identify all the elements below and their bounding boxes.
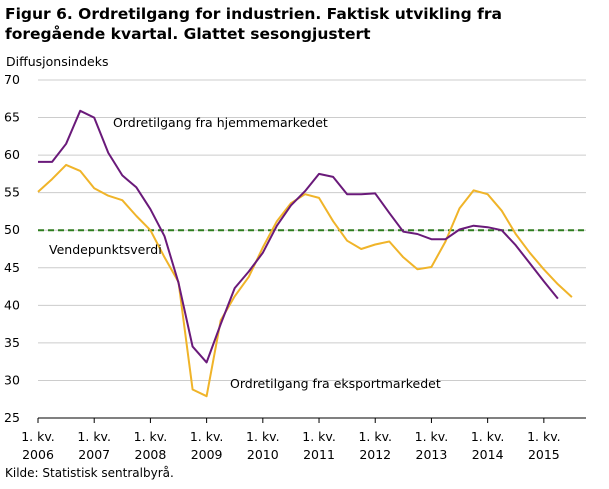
y-tick-label: 25: [4, 410, 20, 425]
y-tick-label: 50: [4, 222, 20, 237]
y-tick-label: 65: [4, 110, 20, 125]
y-tick-label: 55: [4, 185, 20, 200]
x-tick-label-year: 2014: [472, 447, 504, 462]
series-line-eksportmarkedet: [37, 163, 573, 398]
y-tick-label: 35: [4, 335, 20, 350]
x-tick-label: 1. kv.: [527, 429, 561, 444]
x-tick-label-year: 2013: [416, 447, 448, 462]
x-tick-label: 1. kv.: [134, 429, 168, 444]
x-tick-label: 1. kv.: [302, 429, 336, 444]
annotations: Ordretilgang fra hjemmemarkedet Ordretilg…: [49, 115, 441, 391]
x-tick-label-year: 2007: [78, 447, 110, 462]
chart-title: Figur 6. Ordretilgang for industrien. Fa…: [5, 5, 502, 43]
y-tick-labels: 25 30 35 40 45 50 55 60 65 70: [4, 72, 20, 425]
x-tick-label-year: 2010: [247, 447, 279, 462]
y-tick-label: 70: [4, 72, 20, 87]
x-tick-label: 1. kv.: [246, 429, 280, 444]
x-tick-label-year: 2008: [135, 447, 167, 462]
y-tick-label: 40: [4, 297, 20, 312]
x-tick-label: 1. kv.: [190, 429, 224, 444]
x-tick-label-year: 2015: [528, 447, 560, 462]
x-tick-label: 1. kv.: [471, 429, 505, 444]
source-note: Kilde: Statistisk sentralbyrå.: [5, 466, 174, 480]
gridlines: [38, 79, 586, 419]
x-tick-label: 1. kv.: [77, 429, 111, 444]
x-tick-label-year: 2012: [359, 447, 391, 462]
annotation-hjemmemarkedet: Ordretilgang fra hjemmemarkedet: [113, 115, 328, 130]
x-tick-label-year: 2009: [191, 447, 223, 462]
x-tick-label-year: 2006: [22, 447, 54, 462]
series-lines: [37, 109, 586, 398]
x-tick-label-year: 2011: [303, 447, 335, 462]
y-tick-label: 30: [4, 372, 20, 387]
annotation-eksportmarkedet: Ordretilgang fra eksportmarkedet: [230, 376, 441, 391]
series-line-hjemmemarkedet: [38, 109, 559, 364]
annotation-vendepunktsverdi: Vendepunktsverdi: [49, 242, 162, 257]
y-axis-label: Diffusjonsindeks: [6, 54, 109, 69]
y-tick-label: 45: [4, 260, 20, 275]
x-tick-label: 1. kv.: [21, 429, 55, 444]
x-tick-labels: 1. kv. 2006 1. kv. 2007 1. kv. 2008 1. kv. 2009…: [21, 418, 561, 462]
y-tick-label: 60: [4, 147, 20, 162]
x-tick-label: 1. kv.: [358, 429, 392, 444]
x-tick-label: 1. kv.: [415, 429, 449, 444]
